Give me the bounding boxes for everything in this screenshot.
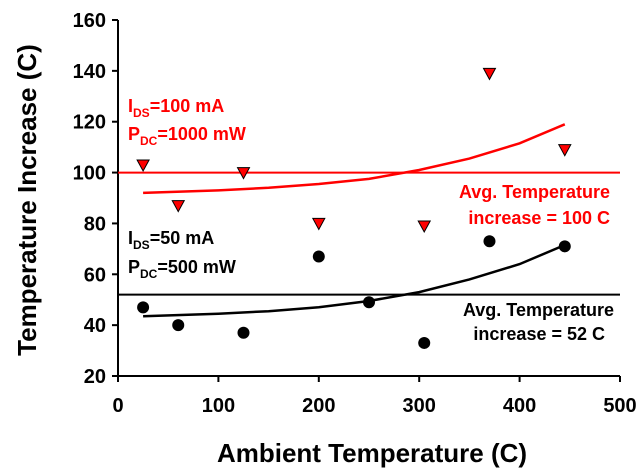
red-trend-curve <box>143 123 566 195</box>
y-tick-label: 160 <box>73 10 106 32</box>
x-tick-label: 400 <box>503 395 536 417</box>
red-pdc-subscript: DC <box>140 134 158 148</box>
black-pdc-subscript: DC <box>140 267 158 281</box>
x-tick-label: 500 <box>603 395 636 417</box>
x-tick-label: 300 <box>403 395 436 417</box>
y-tick-label: 140 <box>73 61 106 83</box>
y-axis-title: Temperature Increase (C) <box>12 44 42 356</box>
black-data-point <box>237 326 250 339</box>
black-condition-line1: IDS=50 mA <box>128 228 214 252</box>
red-ids-symbol: I <box>128 96 133 116</box>
red-average-line1: Avg. Temperature <box>459 182 610 202</box>
red-ids-value: =100 mA <box>150 96 225 116</box>
plot-layer: 20 40 60 80 100 120 140 160 0 100 200 300 400 500 <box>73 10 637 417</box>
red-pdc-value: =1000 mW <box>157 124 246 144</box>
y-tick-label: 100 <box>73 163 106 185</box>
black-ids-symbol: I <box>128 228 133 248</box>
black-ids-value: =50 mA <box>150 228 215 248</box>
x-axis-title: Ambient Temperature (C) <box>217 438 527 468</box>
black-condition-line2: PDC=500 mW <box>128 257 236 281</box>
red-condition-line2: PDC=1000 mW <box>128 124 246 148</box>
black-average-line2: increase = 52 C <box>473 324 605 344</box>
y-tick-label: 60 <box>84 264 106 286</box>
black-data-point <box>363 296 375 309</box>
red-condition-line1: IDS=100 mA <box>128 96 224 120</box>
red-average-line2: increase = 100 C <box>468 208 610 228</box>
y-tick-label: 80 <box>84 213 106 235</box>
black-pdc-symbol: P <box>128 257 140 277</box>
red-data-point <box>171 200 186 213</box>
black-data-point <box>483 235 496 248</box>
black-data-point <box>172 319 185 332</box>
red-data-point <box>136 159 150 172</box>
red-data-point <box>236 167 251 180</box>
red-ids-subscript: DS <box>133 106 150 120</box>
y-tick-label: 40 <box>84 315 106 337</box>
y-tick-label: 20 <box>84 366 106 388</box>
red-data-point <box>417 220 432 234</box>
x-tick-label: 100 <box>202 395 235 417</box>
black-data-point <box>558 240 571 253</box>
black-pdc-value: =500 mW <box>157 257 236 277</box>
black-data-point <box>418 336 431 349</box>
red-data-point <box>311 217 326 231</box>
x-tick-label: 200 <box>302 395 335 417</box>
red-data-point <box>557 144 572 157</box>
red-pdc-symbol: P <box>128 124 140 144</box>
black-data-point <box>312 250 325 263</box>
x-tick-label: 0 <box>112 395 123 417</box>
black-ids-subscript: DS <box>133 238 150 252</box>
black-data-point <box>137 301 150 314</box>
black-average-line1: Avg. Temperature <box>463 300 614 320</box>
red-data-point <box>482 67 497 81</box>
y-tick-label: 120 <box>73 112 106 134</box>
